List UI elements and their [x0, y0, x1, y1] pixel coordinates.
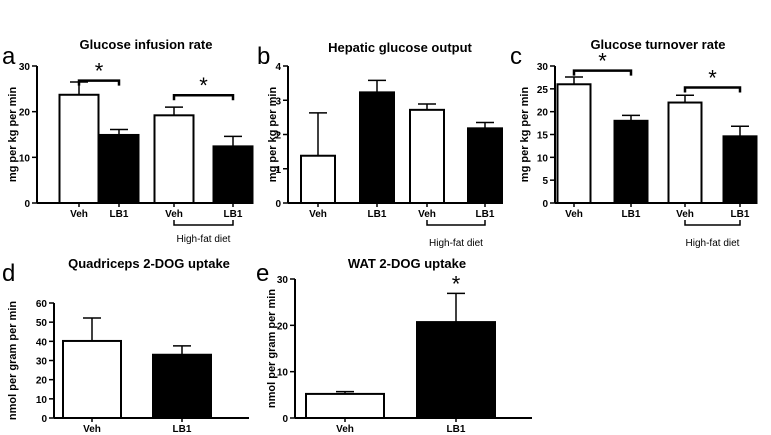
panel-letter: c: [510, 43, 522, 70]
panel-letter: d: [2, 260, 15, 287]
chart-title: Glucose infusion rate: [80, 37, 213, 52]
significance-star: *: [199, 73, 208, 98]
panel-letter: a: [2, 43, 16, 70]
chart-title: Glucose turnover rate: [590, 37, 725, 52]
x-tick-label: LB1: [731, 209, 750, 220]
y-tick-label: 0: [282, 414, 288, 425]
y-tick-label: 2: [275, 131, 281, 142]
chart-title: Quadriceps 2-DOG uptake: [68, 256, 230, 271]
x-tick-label: LB1: [622, 209, 641, 220]
group-label: High-fat diet: [429, 238, 483, 249]
significance-bracket: [172, 93, 235, 101]
significance-star: *: [95, 59, 104, 84]
y-tick-label: 10: [19, 153, 31, 164]
bar-veh: [409, 108, 445, 204]
y-tick-label: 0: [542, 199, 548, 210]
y-tick-label: 10: [537, 153, 549, 164]
y-axis-label: nmol per gram per min: [7, 301, 19, 420]
bar-veh: [58, 93, 100, 204]
bar-veh: [667, 101, 703, 204]
x-tick-label: LB1: [173, 424, 192, 435]
chart-title: WAT 2-DOG uptake: [348, 256, 466, 271]
y-tick-label: 25: [537, 85, 549, 96]
x-tick-label: Veh: [165, 209, 183, 220]
y-tick-label: 20: [537, 108, 549, 119]
panel-letter: b: [257, 43, 270, 70]
bar-lb1: [467, 127, 503, 205]
x-tick-label: Veh: [418, 209, 436, 220]
y-tick-label: 40: [36, 337, 48, 348]
y-tick-label: 30: [36, 357, 48, 368]
y-tick-label: 15: [537, 131, 549, 142]
significance-star: *: [452, 271, 461, 296]
y-tick-label: 0: [275, 199, 281, 210]
y-tick-label: 20: [277, 321, 289, 332]
group-label: High-fat diet: [177, 234, 231, 245]
significance-bracket: [683, 86, 742, 93]
y-axis-label: mg per kg per min: [519, 87, 531, 183]
x-tick-label: Veh: [676, 209, 694, 220]
panel-letter: e: [256, 260, 269, 287]
significance-star: *: [708, 65, 717, 90]
bar-veh: [556, 83, 592, 204]
y-tick-label: 3: [275, 96, 281, 107]
y-tick-label: 0: [41, 414, 47, 425]
panel-e: e WAT 2-DOG uptake nmol per gram per min 0 1…: [256, 256, 532, 435]
panel-d: d Quadriceps 2-DOG uptake nmol per gram pe…: [2, 256, 249, 435]
y-tick-label: 1: [275, 165, 281, 176]
bar-veh: [305, 392, 385, 420]
bar-lb1: [212, 145, 254, 205]
bar-lb1: [722, 135, 758, 204]
group-bracket: [173, 220, 234, 226]
bar-veh: [300, 154, 336, 204]
bar-lb1: [359, 91, 395, 204]
significance-bracket: [77, 79, 121, 86]
x-tick-label: Veh: [70, 209, 88, 220]
y-tick-label: 30: [19, 62, 31, 73]
x-tick-label: Veh: [309, 209, 327, 220]
bar-lb1: [98, 133, 140, 204]
y-tick-label: 10: [36, 395, 48, 406]
bar-veh: [153, 114, 195, 204]
group-label: High-fat diet: [686, 238, 740, 249]
x-tick-label: LB1: [447, 424, 466, 435]
y-axis-label: nmol per gram per min: [266, 289, 278, 408]
y-tick-label: 0: [24, 199, 30, 210]
y-axis-label: mg per kg per min: [267, 87, 279, 183]
bar-veh: [62, 339, 122, 420]
y-axis-label: mg per kg per min: [7, 87, 19, 183]
significance-star: *: [598, 49, 607, 74]
y-tick-label: 4: [275, 62, 281, 73]
y-tick-label: 60: [36, 299, 48, 310]
x-tick-label: LB1: [368, 209, 387, 220]
bar-lb1: [416, 321, 496, 419]
bar-lb1: [152, 353, 212, 419]
y-tick-label: 5: [542, 176, 548, 187]
x-tick-label: LB1: [110, 209, 129, 220]
y-tick-label: 50: [36, 318, 48, 329]
y-tick-label: 20: [36, 376, 48, 387]
group-bracket: [426, 220, 486, 226]
x-tick-label: LB1: [224, 209, 243, 220]
y-tick-label: 30: [537, 62, 549, 73]
panel-a: a Glucose infusion rate mg per kg per min 0…: [2, 37, 254, 245]
y-tick-label: 10: [277, 368, 289, 379]
x-tick-label: Veh: [565, 209, 583, 220]
bar-lb1: [613, 119, 649, 204]
x-tick-label: Veh: [83, 424, 101, 435]
panel-b: b Hepatic glucose output mg per kg per min…: [257, 40, 503, 249]
panel-c: c Glucose turnover rate mg per kg per min 0…: [510, 37, 758, 249]
group-bracket: [684, 220, 741, 226]
x-tick-label: LB1: [476, 209, 495, 220]
y-tick-label: 20: [19, 108, 31, 119]
significance-bracket: [572, 69, 633, 76]
y-tick-label: 30: [277, 275, 289, 286]
chart-title: Hepatic glucose output: [328, 40, 472, 55]
x-tick-label: Veh: [336, 424, 354, 435]
